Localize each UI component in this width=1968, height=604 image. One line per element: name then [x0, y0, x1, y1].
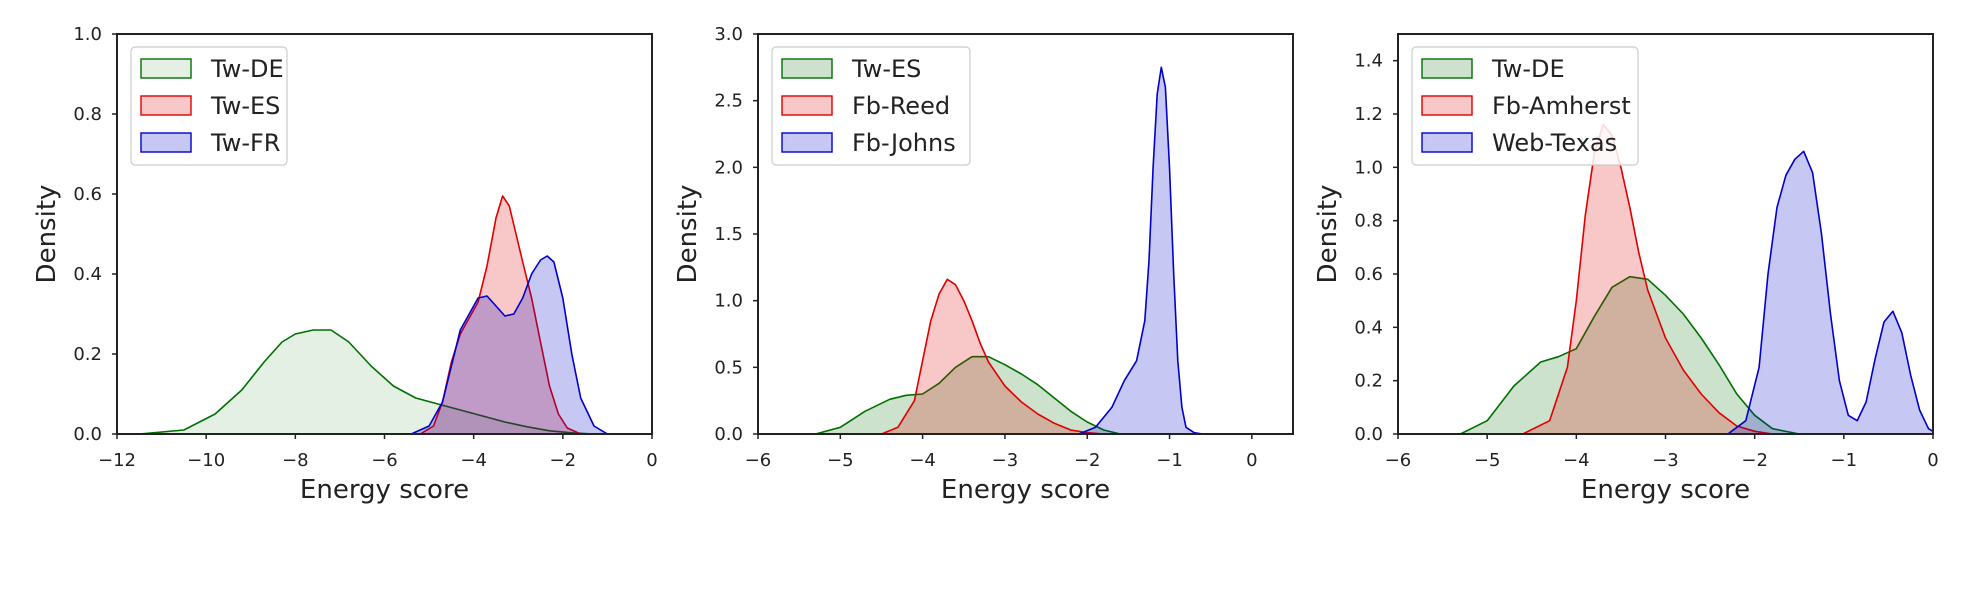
x-tick-label: −4: [909, 450, 936, 471]
y-tick-label: 0.6: [1354, 264, 1383, 285]
x-tick-label: 0: [646, 450, 657, 471]
series-line-tw-es: [419, 195, 582, 434]
series-line-tw-de: [1460, 275, 1800, 434]
y-axis-label: Density: [32, 185, 62, 284]
legend-swatch-web-texas: [1421, 132, 1473, 153]
y-tick-label: 1.0: [73, 24, 102, 45]
series-area-fb-johns: [1079, 67, 1203, 434]
x-tick-label: −3: [992, 450, 1019, 471]
series-area-tw-es: [815, 356, 1121, 434]
plot-area: [139, 195, 608, 434]
legend-swatch-tw-es: [140, 95, 192, 116]
legend-label-fb-amherst: Fb-Amherst: [1492, 92, 1631, 120]
x-tick-label: −2: [1741, 450, 1768, 471]
y-tick-label: 0.6: [73, 184, 102, 205]
y-tick-label: 1.2: [1354, 104, 1383, 125]
series-area-tw-es: [420, 196, 581, 434]
x-tick-label: −5: [1474, 450, 1501, 471]
x-axis-label: Energy score: [300, 475, 469, 505]
legend-swatch-tw-fr: [140, 132, 192, 153]
x-tick-label: −8: [282, 450, 309, 471]
legend-swatch-tw-de: [1421, 58, 1473, 79]
x-axis-label: Energy score: [941, 475, 1110, 505]
y-tick-label: 3.0: [714, 24, 743, 45]
legend-label-tw-es: Tw-ES: [851, 55, 921, 83]
x-tick-label: −6: [371, 450, 398, 471]
y-tick-label: 0.2: [73, 344, 102, 365]
x-tick-label: −2: [1074, 450, 1101, 471]
x-tick-label: −4: [460, 450, 487, 471]
y-axis-label: Density: [673, 185, 703, 284]
y-tick-label: 1.0: [1354, 157, 1383, 178]
y-tick-label: 0.8: [1354, 211, 1383, 232]
y-tick-label: 0.0: [714, 424, 743, 445]
legend-label-web-texas: Web-Texas: [1492, 129, 1617, 157]
series-area-fb-reed: [881, 279, 1104, 434]
x-tick-label: −1: [1831, 450, 1858, 471]
legend-frame: [771, 46, 971, 166]
legend-label-fb-reed: Fb-Reed: [852, 92, 950, 120]
legend-label-tw-es: Tw-ES: [210, 92, 280, 120]
y-tick-label: 0.8: [73, 104, 102, 125]
x-tick-label: 0: [1246, 450, 1257, 471]
legend: Tw-ES Fb-Reed Fb-Johns: [771, 46, 971, 166]
legend: Tw-DE Fb-Amherst Web-Texas: [1411, 46, 1639, 166]
series-line-tw-de: [139, 329, 595, 434]
legend-swatch-tw-es: [781, 58, 833, 79]
series-line-tw-fr: [410, 255, 608, 434]
x-tick-label: −5: [827, 450, 854, 471]
y-tick-label: 0.5: [714, 357, 743, 378]
x-tick-label: −4: [1563, 450, 1590, 471]
series-area-tw-fr: [411, 256, 608, 434]
x-tick-label: −3: [1652, 450, 1679, 471]
legend-swatch-fb-johns: [781, 132, 833, 153]
y-tick-label: 1.0: [714, 291, 743, 312]
y-tick-label: 2.0: [714, 157, 743, 178]
plot-area: [815, 66, 1203, 434]
series-area-tw-de: [139, 330, 595, 434]
y-tick-label: 0.2: [1354, 371, 1383, 392]
legend: Tw-DE Tw-ES Tw-FR: [130, 46, 288, 166]
x-tick-label: −6: [745, 450, 772, 471]
y-tick-label: 1.5: [714, 224, 743, 245]
y-tick-label: 0.4: [73, 264, 102, 285]
legend-label-tw-fr: Tw-FR: [210, 129, 280, 157]
legend-label-fb-johns: Fb-Johns: [852, 129, 956, 157]
x-tick-label: 0: [1927, 450, 1938, 471]
y-tick-label: 2.5: [714, 91, 743, 112]
legend-frame: [130, 46, 288, 166]
x-tick-label: −2: [550, 450, 577, 471]
series-line-fb-amherst: [1522, 123, 1773, 434]
y-axis-label: Density: [1313, 185, 1343, 284]
chart-panel-3: −6 −5 −4 −3 −2 −1 0 0.0 0.2 0.4 0.6 0.8 1.0 1.2 1.4 Ene…: [1313, 33, 1939, 505]
y-tick-label: 0.0: [73, 424, 102, 445]
legend-swatch-tw-de: [140, 58, 192, 79]
x-tick-label: −6: [1385, 450, 1412, 471]
legend-label-tw-de: Tw-DE: [210, 55, 284, 83]
chart-panel-1: −12 −10 −8 −6 −4 −2 0 0.0 0.2 0.4 0.6 0.8 1.0 Energy …: [32, 24, 658, 505]
plot-area: [1460, 123, 1933, 434]
chart-panel-2: −6 −5 −4 −3 −2 −1 0 0.0 0.5 1.0 1.5 2.0 2.5 3.0 Energy…: [673, 24, 1294, 505]
series-line-tw-es: [815, 355, 1121, 434]
y-tick-label: 0.4: [1354, 317, 1383, 338]
series-area-fb-amherst: [1522, 124, 1773, 434]
series-area-web-texas: [1727, 151, 1933, 434]
x-tick-label: −1: [1156, 450, 1183, 471]
legend-swatch-fb-amherst: [1421, 95, 1473, 116]
series-line-fb-johns: [1078, 66, 1203, 434]
legend-frame: [1411, 46, 1639, 166]
x-tick-label: −12: [98, 450, 136, 471]
legend-swatch-fb-reed: [781, 95, 833, 116]
series-area-tw-de: [1460, 276, 1800, 434]
y-tick-label: 0.0: [1354, 424, 1383, 445]
x-tick-label: −10: [187, 450, 225, 471]
series-line-fb-reed: [881, 278, 1104, 434]
legend-label-tw-de: Tw-DE: [1491, 55, 1565, 83]
x-axis-label: Energy score: [1581, 475, 1750, 505]
y-tick-label: 1.4: [1354, 51, 1383, 72]
series-line-web-texas: [1727, 150, 1933, 434]
